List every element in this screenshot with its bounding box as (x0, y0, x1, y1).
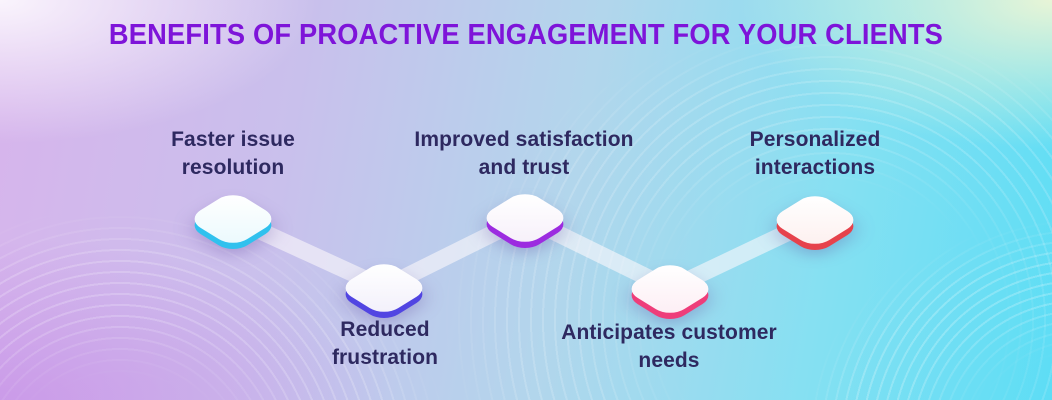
tile-face (478, 189, 572, 247)
node-label: Personalized interactions (749, 128, 881, 179)
node-label: Improved satisfaction and trust (414, 128, 634, 179)
diamond-tile-faster-issue-resolution (186, 190, 280, 255)
tile-face (337, 259, 431, 317)
node-label: Anticipates customer needs (561, 321, 777, 372)
tile-face (768, 191, 862, 249)
tile-face (186, 190, 280, 248)
diamond-tile-personalized-interactions (768, 191, 862, 256)
node-label: Faster issue resolution (171, 128, 295, 179)
page-title: BENEFITS OF PROACTIVE ENGAGEMENT FOR YOU… (108, 19, 944, 51)
tile-face (623, 260, 717, 318)
diamond-tile-anticipates-customer-needs (623, 260, 717, 325)
diamond-tile-improved-satisfaction-and-trust (478, 189, 572, 254)
diamond-tile-reduced-frustration (337, 259, 431, 324)
node-label: Reduced frustration (331, 318, 439, 369)
